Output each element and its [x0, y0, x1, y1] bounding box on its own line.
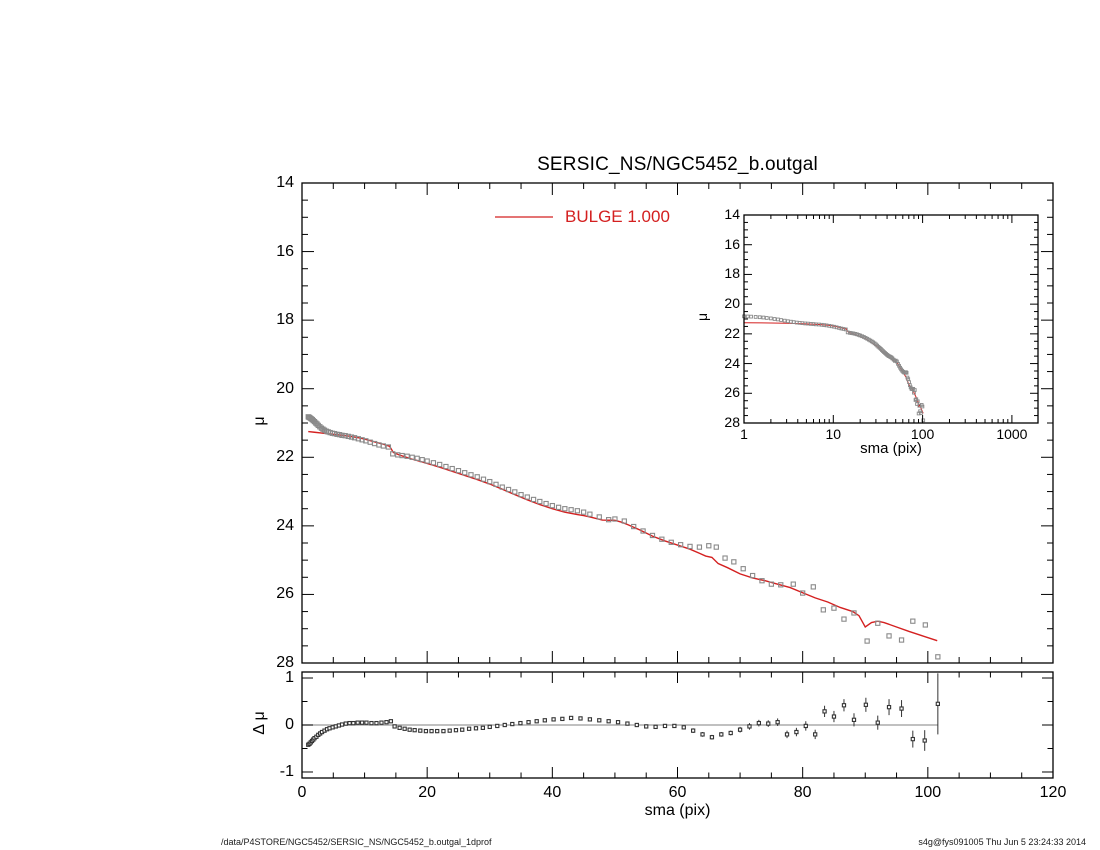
tick-label: 120 [1039, 784, 1067, 801]
footer-file-path: /data/P4STORE/NGC5452/SERSIC_NS/NGC5452_… [221, 837, 492, 847]
residual-x-axis-label: sma (pix) [644, 802, 711, 819]
tick-label: 14 [724, 206, 740, 222]
tick-label: 0 [297, 784, 307, 801]
legend-label: BULGE 1.000 [565, 207, 670, 226]
tick-label: 0 [285, 716, 294, 733]
tick-label: 60 [668, 784, 687, 801]
tick-label: 1000 [996, 426, 1028, 442]
inset-model-line [743, 322, 924, 414]
tick-label: 10 [825, 426, 842, 442]
tick-label: 1 [740, 426, 748, 442]
tick-label: 18 [276, 311, 294, 329]
tick-label: 26 [276, 585, 294, 603]
tick-label: 22 [276, 448, 294, 466]
tick-label: 28 [724, 414, 740, 430]
tick-label: 28 [276, 654, 294, 671]
page-title: SERSIC_NS/NGC5452_b.outgal [537, 154, 818, 175]
tick-label: 40 [543, 784, 562, 801]
tick-label: 18 [724, 265, 740, 282]
tick-label: 16 [276, 242, 294, 260]
axis-box [301, 182, 1054, 664]
tick-label: 26 [724, 384, 740, 401]
tick-label: 20 [276, 379, 294, 397]
tick-label: 22 [724, 324, 740, 341]
tick-label: 24 [724, 354, 740, 371]
tick-label: 100 [910, 426, 935, 442]
main-y-axis-label: μ [251, 416, 268, 426]
tick-label: 14 [276, 174, 294, 191]
tick-label: 20 [724, 295, 740, 312]
tick-label: 24 [276, 516, 294, 534]
inset-x-axis-label: sma (pix) [860, 440, 922, 457]
footer-user-timestamp: s4g@fys091005 Thu Jun 5 23:24:33 2014 [918, 837, 1086, 847]
tick-label: 80 [793, 784, 812, 801]
tick-label: 1 [285, 669, 294, 686]
tick-label: 100 [914, 784, 942, 801]
tick-label: 16 [724, 235, 740, 252]
bulge-model-line [308, 430, 938, 642]
main-profile-points [305, 414, 941, 660]
tick-label: 20 [418, 784, 437, 801]
axis-box [743, 214, 1039, 424]
inset-profile-points [742, 314, 926, 423]
residual-points [306, 673, 940, 751]
axis-box [301, 671, 1054, 779]
tick-label: -1 [279, 762, 294, 780]
